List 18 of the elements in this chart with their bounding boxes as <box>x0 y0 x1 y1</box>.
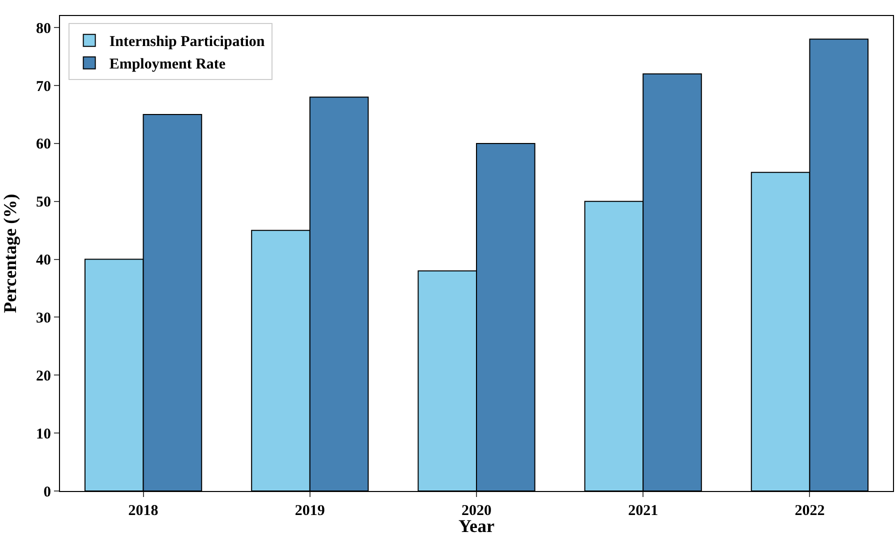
x-tick-label: 2019 <box>294 503 325 519</box>
y-tick-label: 0 <box>44 484 51 500</box>
y-tick-label: 60 <box>36 136 51 153</box>
y-tick-label: 20 <box>36 368 51 384</box>
y-tick-label: 70 <box>36 78 51 95</box>
x-tick-label: 2020 <box>462 503 492 519</box>
x-tick-label: 2018 <box>128 503 158 519</box>
y-tick-label: 80 <box>36 20 51 37</box>
y-axis-title: Percentage (%) <box>0 194 20 314</box>
x-tick-label: 2021 <box>628 503 658 519</box>
y-tick-label: 40 <box>36 252 51 269</box>
legend-label: Employment Rate <box>109 56 226 73</box>
x-tick-label: 2022 <box>794 503 825 519</box>
y-tick-label: 30 <box>36 310 51 326</box>
x-axis-title: Year <box>458 516 494 536</box>
y-tick-label: 10 <box>36 426 51 442</box>
y-tick-label: 50 <box>36 194 51 211</box>
legend-label: Internship Participation <box>109 34 266 50</box>
